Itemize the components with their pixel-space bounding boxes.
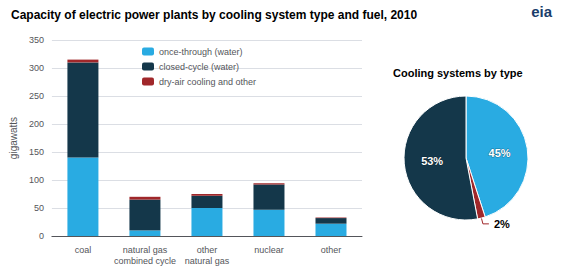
svg-text:50: 50 — [34, 203, 44, 213]
svg-text:dry-air cooling and other: dry-air cooling and other — [159, 77, 256, 87]
svg-text:53%: 53% — [421, 155, 443, 167]
svg-text:nuclear: nuclear — [254, 245, 284, 255]
svg-text:natural gas: natural gas — [185, 256, 230, 266]
svg-text:200: 200 — [29, 119, 44, 129]
svg-text:350: 350 — [29, 35, 44, 45]
svg-text:natural gas: natural gas — [123, 245, 168, 255]
svg-text:other: other — [197, 245, 218, 255]
svg-text:combined cycle: combined cycle — [114, 256, 176, 266]
svg-text:300: 300 — [29, 63, 44, 73]
svg-text:Capacity of electric power pla: Capacity of electric power plants by coo… — [11, 8, 417, 22]
svg-text:2%: 2% — [494, 218, 510, 230]
svg-text:once-through (water): once-through (water) — [159, 47, 243, 57]
svg-text:150: 150 — [29, 147, 44, 157]
svg-text:closed-cycle (water): closed-cycle (water) — [159, 62, 239, 72]
svg-text:Cooling systems by type: Cooling systems by type — [393, 67, 523, 79]
svg-text:coal: coal — [75, 245, 92, 255]
svg-text:eia: eia — [531, 3, 553, 20]
svg-text:45%: 45% — [489, 147, 511, 159]
svg-text:0: 0 — [39, 231, 44, 241]
svg-text:other: other — [321, 245, 342, 255]
svg-text:100: 100 — [29, 175, 44, 185]
svg-text:250: 250 — [29, 91, 44, 101]
svg-text:gigawatts: gigawatts — [8, 117, 19, 159]
